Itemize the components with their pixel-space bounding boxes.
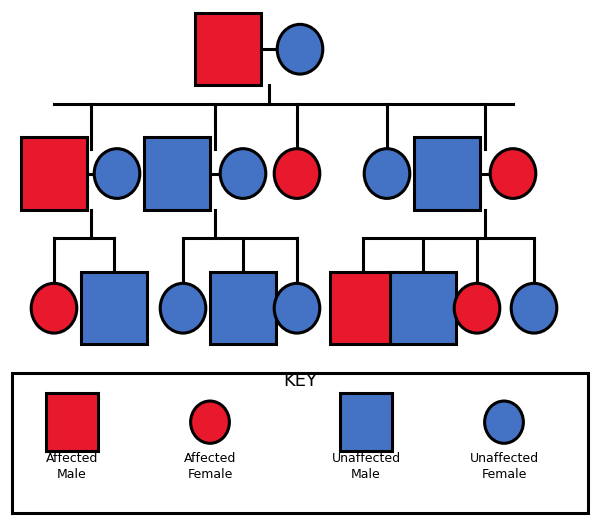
Text: Affected
Female: Affected Female — [184, 452, 236, 481]
Ellipse shape — [94, 149, 140, 198]
Ellipse shape — [160, 283, 206, 333]
Ellipse shape — [364, 149, 410, 198]
FancyBboxPatch shape — [12, 373, 588, 513]
Text: Unaffected
Male: Unaffected Male — [331, 452, 401, 481]
FancyBboxPatch shape — [210, 272, 276, 344]
Ellipse shape — [31, 283, 77, 333]
FancyBboxPatch shape — [195, 13, 261, 85]
Ellipse shape — [454, 283, 500, 333]
Text: Unaffected
Female: Unaffected Female — [469, 452, 539, 481]
Ellipse shape — [490, 149, 536, 198]
Ellipse shape — [485, 401, 523, 443]
Ellipse shape — [511, 283, 557, 333]
Ellipse shape — [220, 149, 266, 198]
Text: KEY: KEY — [283, 372, 317, 390]
FancyBboxPatch shape — [144, 137, 210, 210]
FancyBboxPatch shape — [81, 272, 147, 344]
Text: Affected
Male: Affected Male — [46, 452, 98, 481]
Ellipse shape — [191, 401, 229, 443]
FancyBboxPatch shape — [21, 137, 87, 210]
FancyBboxPatch shape — [390, 272, 456, 344]
FancyBboxPatch shape — [414, 137, 480, 210]
FancyBboxPatch shape — [340, 393, 392, 451]
FancyBboxPatch shape — [330, 272, 396, 344]
FancyBboxPatch shape — [46, 393, 98, 451]
Ellipse shape — [274, 149, 320, 198]
Ellipse shape — [274, 283, 320, 333]
Ellipse shape — [277, 24, 323, 74]
